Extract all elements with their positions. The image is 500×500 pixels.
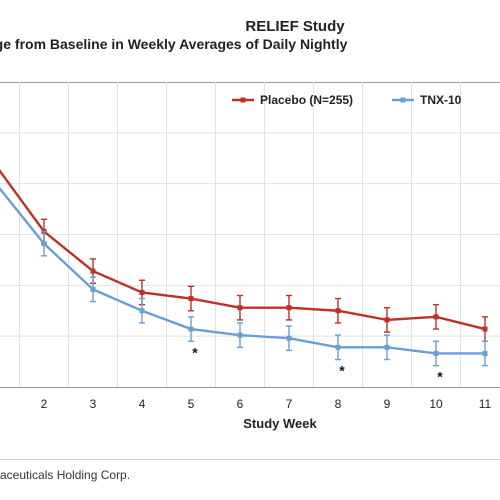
series-line: [0, 186, 485, 355]
legend-label: Placebo (N=255): [260, 93, 353, 107]
legend-swatch-marker: [240, 97, 246, 103]
x-tick-label: 6: [237, 397, 244, 411]
x-tick-label: 10: [429, 397, 443, 411]
footer-divider: [0, 459, 500, 460]
data-point: [90, 286, 96, 292]
data-point: [335, 344, 341, 350]
data-point: [90, 268, 96, 274]
x-tick-label: 3: [90, 397, 97, 411]
data-point: [384, 344, 390, 350]
data-point: [482, 350, 488, 356]
data-point: [139, 308, 145, 314]
x-tick-label: 7: [286, 397, 293, 411]
data-point: [41, 241, 47, 247]
data-point: [482, 326, 488, 332]
x-tick-label: 8: [335, 397, 342, 411]
data-point: [286, 305, 292, 311]
chart-subtitle: Mean Change from Baseline in Weekly Aver…: [0, 36, 348, 52]
x-tick-label: 4: [139, 397, 146, 411]
series-line: [0, 169, 486, 331]
data-point: [433, 350, 439, 356]
x-axis-label: Study Week: [243, 416, 317, 431]
data-point: [433, 314, 439, 320]
data-point: [139, 289, 145, 295]
significance-marker: *: [437, 369, 443, 385]
x-tick-label: 9: [384, 397, 391, 411]
data-point: [286, 335, 292, 341]
data-point: [188, 296, 194, 302]
x-tick-label: 2: [41, 397, 48, 411]
footer-credit: aceuticals Holding Corp.: [0, 468, 131, 482]
x-tick-label: 5: [188, 397, 195, 411]
significance-marker: *: [339, 363, 345, 379]
plot-area: [0, 82, 500, 388]
data-point: [237, 305, 243, 311]
legend-label: TNX-10: [420, 93, 462, 107]
chart-title: RELIEF Study: [245, 18, 345, 35]
x-tick-label: 11: [479, 397, 492, 411]
data-point: [384, 317, 390, 323]
data-point: [237, 332, 243, 338]
data-point: [188, 326, 194, 332]
significance-marker: *: [192, 344, 198, 360]
data-point: [335, 308, 341, 314]
legend-swatch-marker: [400, 97, 406, 103]
